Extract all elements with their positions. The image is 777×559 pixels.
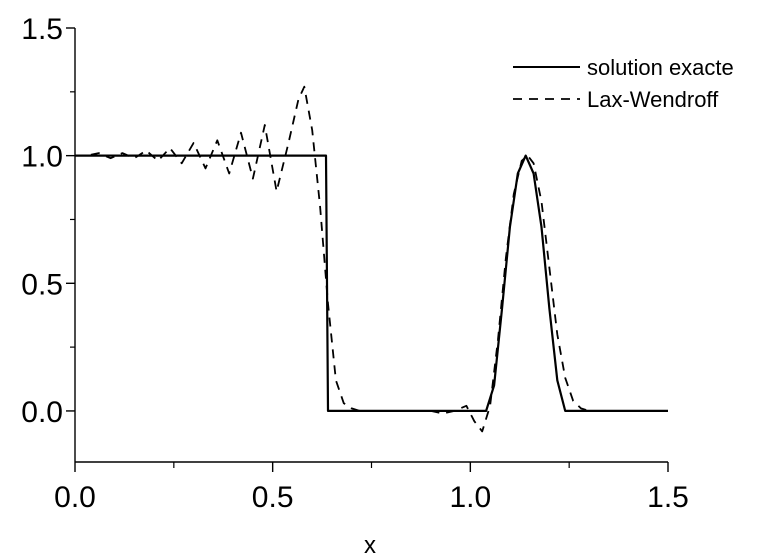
y-tick-label: 1.5 xyxy=(21,13,63,46)
y-tick-label: 0.0 xyxy=(21,396,63,429)
x-tick-label: 1.5 xyxy=(647,481,689,514)
x-tick-label: 1.0 xyxy=(449,481,491,514)
plot-area: 0.0 0.5 1.0 1.5 0.0 0.5 1.0 1.5 xyxy=(21,13,689,514)
legend-label-lax-wendroff: Lax-Wendroff xyxy=(587,87,719,112)
y-tick-label: 0.5 xyxy=(21,268,63,301)
legend: solution exacte Lax-Wendroff xyxy=(513,55,734,112)
legend-label-solution-exacte: solution exacte xyxy=(587,55,734,80)
series-line-solution-exacte xyxy=(75,154,668,412)
series-layer xyxy=(75,85,668,433)
y-tick-label: 1.0 xyxy=(21,141,63,174)
series-line-lax-wendroff xyxy=(75,85,668,433)
axis-ticks: 0.0 0.5 1.0 1.5 0.0 0.5 1.0 1.5 xyxy=(21,13,689,514)
x-tick-label: 0.5 xyxy=(252,481,294,514)
x-tick-label: 0.0 xyxy=(54,481,96,514)
x-axis-title: x xyxy=(364,532,376,559)
